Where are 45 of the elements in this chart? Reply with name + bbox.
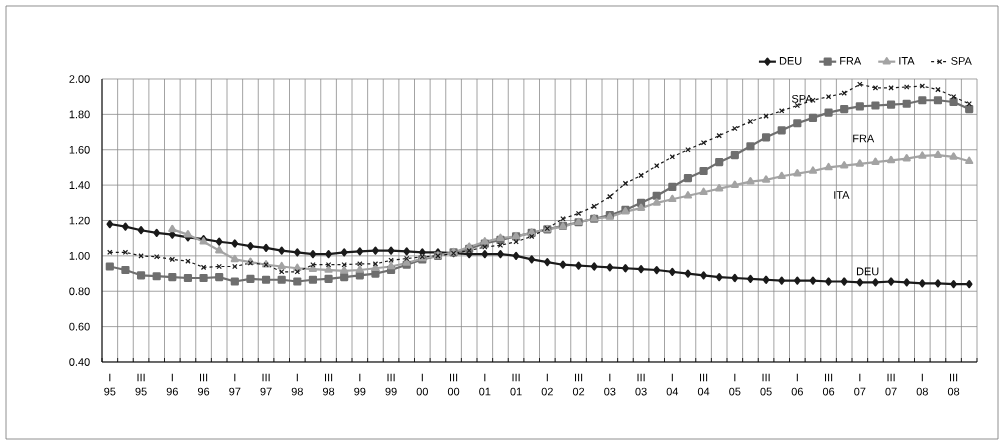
x-tick-label: I 95 — [104, 373, 116, 396]
annotation: SPA — [791, 94, 813, 103]
x-tick-label: III 95 — [135, 373, 147, 396]
y-tick-label: 1.20 — [69, 216, 90, 225]
x-tick-label: III 98 — [322, 373, 335, 396]
x-tick-label: III 99 — [385, 373, 397, 396]
y-tick-label: 1.60 — [69, 145, 90, 154]
x-tick-label: I 04 — [666, 373, 679, 396]
x-tick-label: III 08 — [947, 373, 960, 396]
x-tick-label: III 01 — [510, 373, 522, 396]
annotation: FRA — [853, 134, 875, 143]
legend-label: FRA — [840, 57, 862, 65]
legend-label: ITA — [899, 57, 915, 65]
x-tick-label: I 99 — [354, 373, 366, 396]
x-tick-label: I 05 — [729, 373, 741, 396]
y-tick-label: 0.40 — [69, 358, 90, 366]
x-tick-label: I 01 — [479, 373, 491, 396]
annotation: DEU — [856, 267, 879, 276]
x-tick-label: III 96 — [197, 373, 210, 396]
x-tick-label: I 00 — [416, 373, 428, 396]
x-tick-label: I 97 — [229, 373, 241, 396]
legend-label: SPA — [951, 57, 972, 65]
y-tick-label: 2.00 — [69, 75, 90, 83]
x-tick-label: III 05 — [760, 373, 772, 396]
x-tick-label: III 06 — [822, 373, 835, 396]
x-tick-label: I 98 — [291, 373, 303, 396]
x-tick-label: III 04 — [697, 373, 710, 396]
x-tick-label: I 08 — [916, 373, 928, 396]
x-tick-label: III 03 — [635, 373, 647, 396]
y-tick-label: 0.60 — [69, 322, 90, 331]
x-tick-label: I 02 — [541, 373, 553, 396]
x-tick-label: III 02 — [572, 373, 585, 396]
annotation: ITA — [834, 191, 850, 199]
x-tick-label: I 06 — [791, 373, 803, 396]
y-tick-label: 0.80 — [69, 287, 90, 296]
y-tick-label: 1.40 — [69, 181, 90, 189]
x-tick-label: III 07 — [885, 373, 897, 396]
x-tick-label: III 00 — [447, 373, 460, 396]
y-tick-label: 1.80 — [69, 110, 90, 119]
x-tick-label: I 03 — [604, 373, 616, 396]
y-tick-label: 1.00 — [69, 252, 90, 260]
x-tick-label: III 97 — [260, 373, 272, 396]
x-tick-label: I 07 — [854, 373, 866, 396]
x-tick-label: I 96 — [166, 373, 178, 396]
legend-label: DEU — [779, 57, 802, 65]
